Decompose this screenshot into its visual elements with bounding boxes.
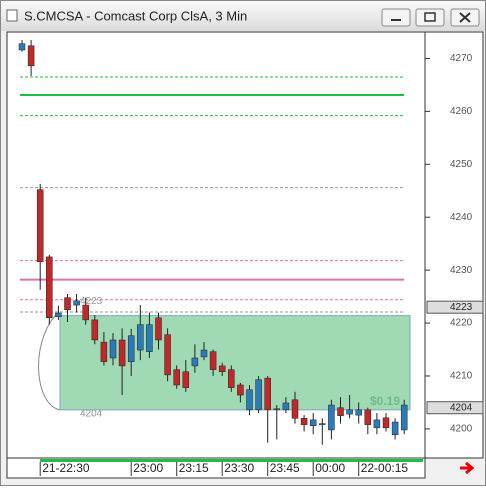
candle-body [300, 418, 308, 425]
candle-body [155, 317, 162, 341]
candle-body [164, 334, 171, 376]
candle-body [91, 319, 99, 341]
candle-body [173, 369, 180, 386]
y-tick-label: 4270 [450, 53, 473, 64]
price-marker-label: 4223 [450, 302, 473, 313]
candle-body [291, 399, 299, 419]
candle-body [282, 402, 290, 411]
candle-body [273, 408, 281, 411]
price-marker-label: 4204 [450, 402, 473, 413]
x-tick-label: 23:15 [179, 461, 209, 475]
x-tick-label: 22-00:15 [361, 461, 409, 475]
candle-body [328, 404, 335, 431]
candle-body [182, 371, 190, 388]
candle-body [27, 45, 35, 67]
close-button[interactable] [450, 8, 480, 27]
candle-body [355, 409, 362, 416]
measure-end-label: 4223 [80, 296, 103, 307]
candle-body [228, 369, 235, 388]
candle-body [255, 379, 262, 411]
x-tick-label: 23:45 [270, 461, 300, 475]
candle-body [337, 407, 344, 416]
candle-body [200, 349, 208, 358]
price-marker [426, 401, 484, 415]
candle-body [64, 297, 71, 311]
x-axis-panel [6, 457, 426, 479]
y-tick-label: 4200 [450, 424, 473, 435]
session-bar [40, 459, 423, 462]
x-tick-label: 00:00 [315, 461, 345, 475]
candle-body [209, 351, 217, 370]
window-icon [6, 9, 18, 22]
measure-end-label: 4204 [80, 408, 103, 419]
measure-box [59, 315, 411, 411]
candle-body [319, 423, 326, 425]
y-tick-label: 4220 [450, 318, 473, 329]
y-tick-label: 4240 [450, 212, 473, 223]
candle-body [264, 377, 271, 411]
candle-body [373, 419, 381, 429]
candle-body [391, 421, 399, 435]
candle-body [346, 409, 353, 415]
candle-body [309, 419, 317, 426]
measure-curve [38, 315, 61, 411]
y-tick-label: 4260 [450, 106, 473, 117]
candle-body [246, 389, 253, 411]
candle-body [55, 312, 62, 317]
candle-body [118, 339, 126, 367]
candle-body [100, 341, 108, 362]
x-tick-label: 21-22:30 [42, 461, 90, 475]
price-marker [426, 300, 484, 314]
candle-body [127, 335, 135, 362]
candle-body [146, 324, 153, 352]
candle-body [82, 304, 89, 321]
candle-body [237, 384, 244, 396]
x-tick-label: 23:30 [224, 461, 254, 475]
measure-label: $0.19 [370, 394, 400, 408]
window-title: S.CMCSA - Comcast Corp ClsA, 3 Min [24, 8, 247, 23]
scroll-arrow[interactable] [460, 461, 475, 475]
x-tick-label: 23:00 [133, 461, 163, 475]
candle-body [73, 300, 80, 306]
y-tick-label: 4210 [450, 371, 473, 382]
candle-body [382, 417, 390, 429]
y-tick-label: 4230 [450, 265, 473, 276]
candle-body [109, 339, 117, 359]
candle-body [364, 409, 372, 425]
candle-body [400, 404, 408, 431]
y-tick-label: 4250 [450, 159, 473, 170]
maximize-button[interactable] [415, 8, 445, 27]
candle-body [137, 324, 144, 351]
y-axis-panel [424, 31, 484, 459]
minimize-button[interactable] [381, 8, 411, 27]
candle-body [36, 189, 44, 262]
candle-body [18, 43, 26, 51]
candle-body [46, 256, 53, 319]
candle-body [191, 357, 199, 367]
candle-body [218, 365, 226, 372]
